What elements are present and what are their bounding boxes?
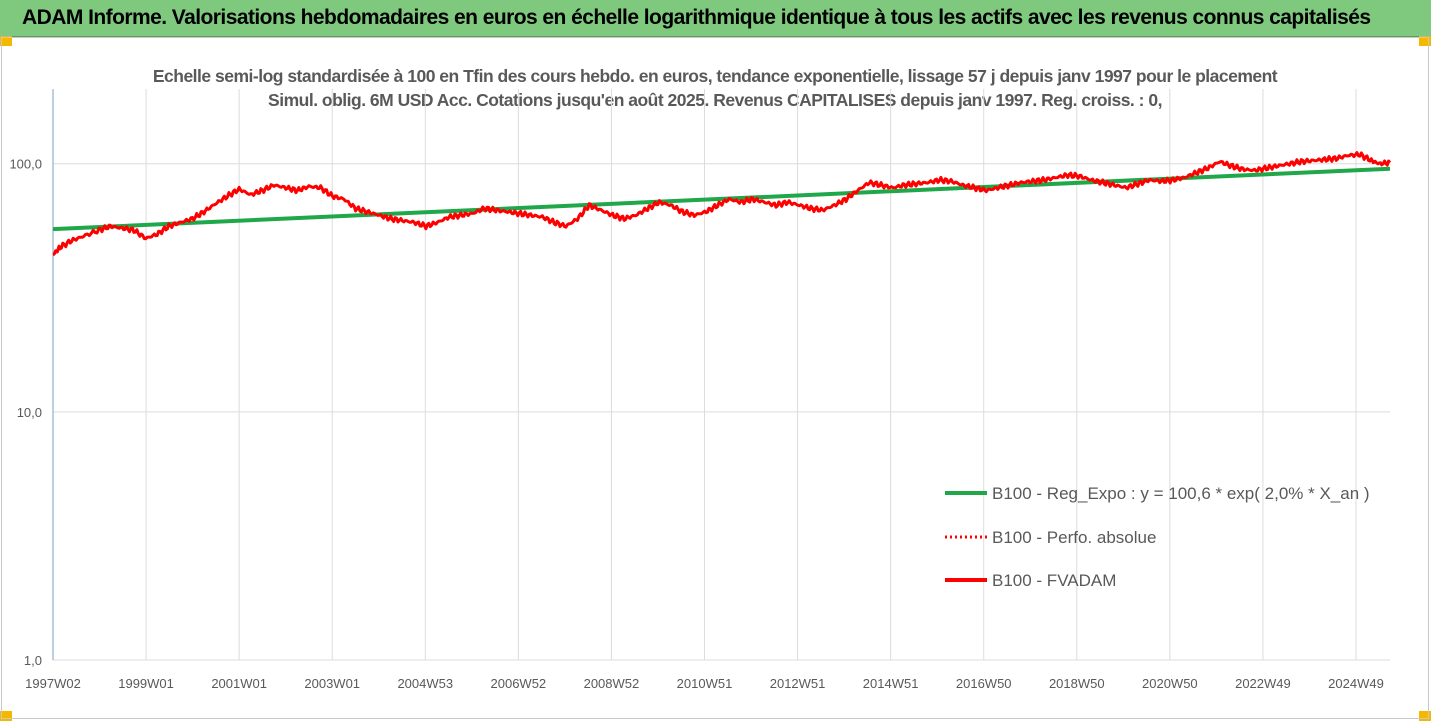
corner-marker-top-right — [1419, 36, 1431, 46]
x-tick-label: 2001W01 — [211, 676, 267, 691]
x-tick-label: 2008W52 — [584, 676, 640, 691]
x-tick-label: 2016W50 — [956, 676, 1012, 691]
y-tick-label: 1,0 — [24, 653, 42, 668]
series-line-regression — [52, 166, 1391, 232]
chart-title: Echelle semi-log standardisée à 100 en T… — [152, 66, 1278, 110]
corner-marker-top-left — [0, 36, 12, 46]
corner-marker-bottom-left — [0, 711, 12, 721]
x-tick-label: 2012W51 — [770, 676, 826, 691]
x-tick-label: 2003W01 — [304, 676, 360, 691]
corner-marker-bottom-right — [1419, 711, 1431, 721]
chart-area — [1, 37, 1429, 719]
x-tick-label: 1997W02 — [25, 676, 81, 691]
report-title: ADAM Informe. Valorisations hebdomadaire… — [22, 6, 1371, 29]
series-line-fvadam — [52, 151, 1392, 257]
x-tick-label: 2010W51 — [677, 676, 733, 691]
x-tick-label: 2020W50 — [1142, 676, 1198, 691]
x-tick-label: 1999W01 — [118, 676, 174, 691]
x-tick-label: 2024W49 — [1328, 676, 1384, 691]
legend-entry: B100 - Reg_Expo : y = 100,6 * exp( 2,0% … — [992, 484, 1370, 503]
x-tick-label: 2022W49 — [1235, 676, 1291, 691]
x-tick-label: 2004W53 — [397, 676, 453, 691]
legend-entry: B100 - Perfo. absolue — [992, 528, 1156, 547]
x-tick-label: 2018W50 — [1049, 676, 1105, 691]
x-tick-label: 2006W52 — [491, 676, 547, 691]
y-tick-label: 10,0 — [17, 405, 42, 420]
y-tick-label: 100,0 — [9, 157, 42, 172]
report-banner: ADAM Informe. Valorisations hebdomadaire… — [0, 0, 1431, 37]
x-tick-label: 2014W51 — [863, 676, 919, 691]
legend-entry: B100 - FVADAM — [992, 571, 1116, 590]
